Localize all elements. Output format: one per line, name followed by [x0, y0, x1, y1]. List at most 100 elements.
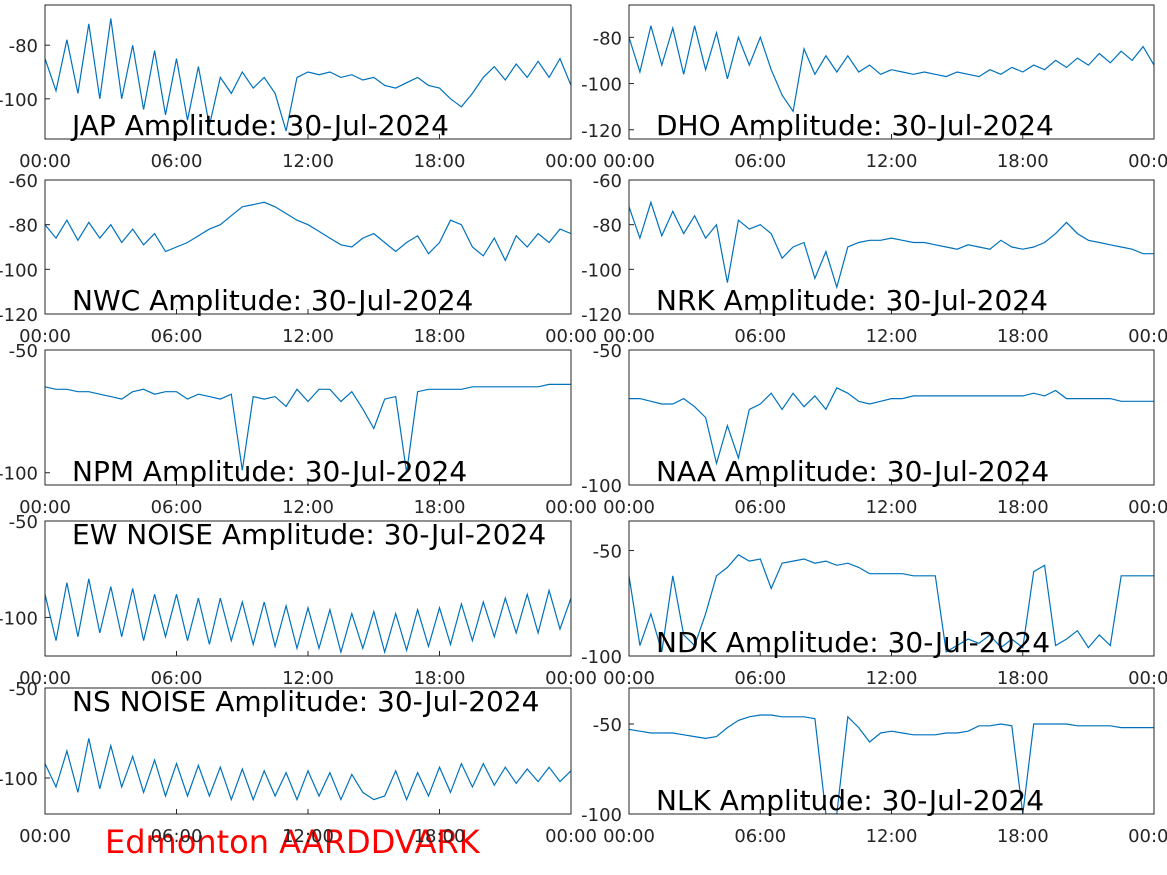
chart-title: EW NOISE Amplitude: 30-Jul-2024 — [72, 518, 546, 551]
plot-area — [45, 383, 571, 473]
plot-area — [629, 714, 1154, 814]
y-tick-label: -60 — [593, 171, 622, 192]
x-tick-label: 18:00 — [414, 151, 466, 172]
x-tick-label: 06:00 — [151, 826, 203, 847]
x-tick-label: 06:00 — [734, 151, 786, 172]
x-tick-label: 00:00 — [1128, 826, 1167, 847]
x-tick-label: 12:00 — [866, 668, 918, 689]
chart-title: NS NOISE Amplitude: 30-Jul-2024 — [72, 685, 539, 718]
chart-title: JAP Amplitude: 30-Jul-2024 — [70, 109, 449, 142]
x-tick-label: 00:00 — [19, 826, 71, 847]
plot-area — [629, 200, 1154, 290]
panel: -100 -50 00:00 06:00 12:00 18:00 00:00 EW NOISE… — [0, 512, 597, 689]
x-tick-label: 06:00 — [151, 326, 203, 347]
signal-line — [629, 714, 1154, 814]
x-tick-label: 06:00 — [151, 497, 203, 518]
x-tick-label: 00:00 — [603, 497, 655, 518]
y-tick-label: -120 — [581, 305, 622, 326]
panel: -120-100-80-6000:0006:0012:0018:0000:00N… — [581, 171, 1167, 347]
chart-title: NRK Amplitude: 30-Jul-2024 — [656, 284, 1048, 317]
y-tick-label: -60 — [9, 171, 38, 192]
y-tick-label: -100 — [0, 260, 38, 281]
signal-line — [45, 201, 571, 262]
chart-title: NPM Amplitude: 30-Jul-2024 — [72, 455, 467, 488]
panel: -100 -50 00:00 06:00 12:00 18:00 00:00 NS NOISE… — [0, 679, 597, 847]
x-tick-label: 12:00 — [866, 826, 918, 847]
x-tick-label: 00:00 — [603, 668, 655, 689]
x-tick-label: 00:00 — [603, 326, 655, 347]
x-tick-label: 18:00 — [414, 826, 466, 847]
x-tick-label: 06:00 — [151, 668, 203, 689]
y-tick-label: -50 — [593, 542, 622, 563]
signal-line — [45, 738, 571, 802]
signal-line — [45, 578, 571, 655]
x-tick-label: 00:00 — [545, 326, 597, 347]
y-tick-label: -100 — [0, 769, 38, 790]
y-tick-label: -100 — [581, 260, 622, 281]
panel: -120-100-8000:0006:0012:0018:0000:00DHO … — [581, 4, 1167, 172]
x-tick-label: 12:00 — [866, 326, 918, 347]
y-tick-label: -100 — [581, 805, 622, 826]
x-tick-label: 00:00 — [545, 826, 597, 847]
plot-area — [45, 201, 571, 262]
x-tick-label: 18:00 — [997, 668, 1049, 689]
y-tick-label: -100 — [581, 476, 622, 497]
x-tick-label: 12:00 — [282, 151, 334, 172]
y-tick-label: -80 — [593, 216, 622, 237]
x-tick-label: 18:00 — [414, 326, 466, 347]
y-tick-label: -50 — [9, 679, 38, 700]
x-tick-label: 00:00 — [19, 151, 71, 172]
x-tick-label: 00:00 — [603, 826, 655, 847]
plot-area — [629, 25, 1154, 113]
x-tick-label: 12:00 — [866, 497, 918, 518]
y-tick-label: -120 — [581, 121, 622, 142]
signal-line — [629, 200, 1154, 290]
x-tick-label: 06:00 — [734, 497, 786, 518]
chart-title: NDK Amplitude: 30-Jul-2024 — [656, 626, 1050, 659]
plot-area — [45, 18, 571, 132]
x-tick-label: 18:00 — [997, 826, 1049, 847]
chart-title: NLK Amplitude: 30-Jul-2024 — [656, 784, 1044, 817]
plot-area — [629, 386, 1154, 466]
plot-area — [629, 554, 1154, 653]
x-tick-label: 06:00 — [734, 668, 786, 689]
chart-title: NWC Amplitude: 30-Jul-2024 — [72, 284, 473, 317]
y-tick-label: -100 — [0, 464, 38, 485]
signal-line — [45, 383, 571, 473]
x-tick-label: 18:00 — [997, 151, 1049, 172]
x-tick-label: 00:00 — [19, 668, 71, 689]
y-tick-label: -50 — [9, 512, 38, 533]
y-tick-label: -80 — [9, 36, 38, 57]
y-tick-label: -100 — [581, 647, 622, 668]
y-tick-label: -100 — [0, 608, 38, 629]
signal-line — [629, 25, 1154, 113]
signal-line — [629, 554, 1154, 653]
plot-area — [45, 738, 571, 802]
y-tick-label: -80 — [593, 28, 622, 49]
x-tick-label: 00:00 — [1128, 497, 1167, 518]
y-tick-label: -50 — [593, 341, 622, 362]
x-tick-label: 00:00 — [603, 151, 655, 172]
signal-line — [629, 386, 1154, 466]
panel: -100 -80 00:00 06:00 12:00 18:00 00:00 JAP Ampl… — [0, 4, 597, 172]
x-tick-label: 12:00 — [282, 497, 334, 518]
x-tick-label: 00:00 — [1128, 151, 1167, 172]
x-tick-label: 12:00 — [282, 826, 334, 847]
x-tick-label: 00:00 — [545, 668, 597, 689]
x-tick-label: 00:00 — [545, 151, 597, 172]
x-tick-label: 18:00 — [997, 326, 1049, 347]
x-tick-label: 00:00 — [19, 497, 71, 518]
x-tick-label: 06:00 — [151, 151, 203, 172]
x-tick-label: 06:00 — [734, 826, 786, 847]
x-tick-label: 06:00 — [734, 326, 786, 347]
y-tick-label: -50 — [593, 715, 622, 736]
y-tick-label: -100 — [0, 90, 38, 111]
y-tick-label: -120 — [0, 305, 38, 326]
x-tick-label: 12:00 — [866, 151, 918, 172]
x-tick-label: 00:00 — [1128, 326, 1167, 347]
plot-area — [45, 578, 571, 655]
